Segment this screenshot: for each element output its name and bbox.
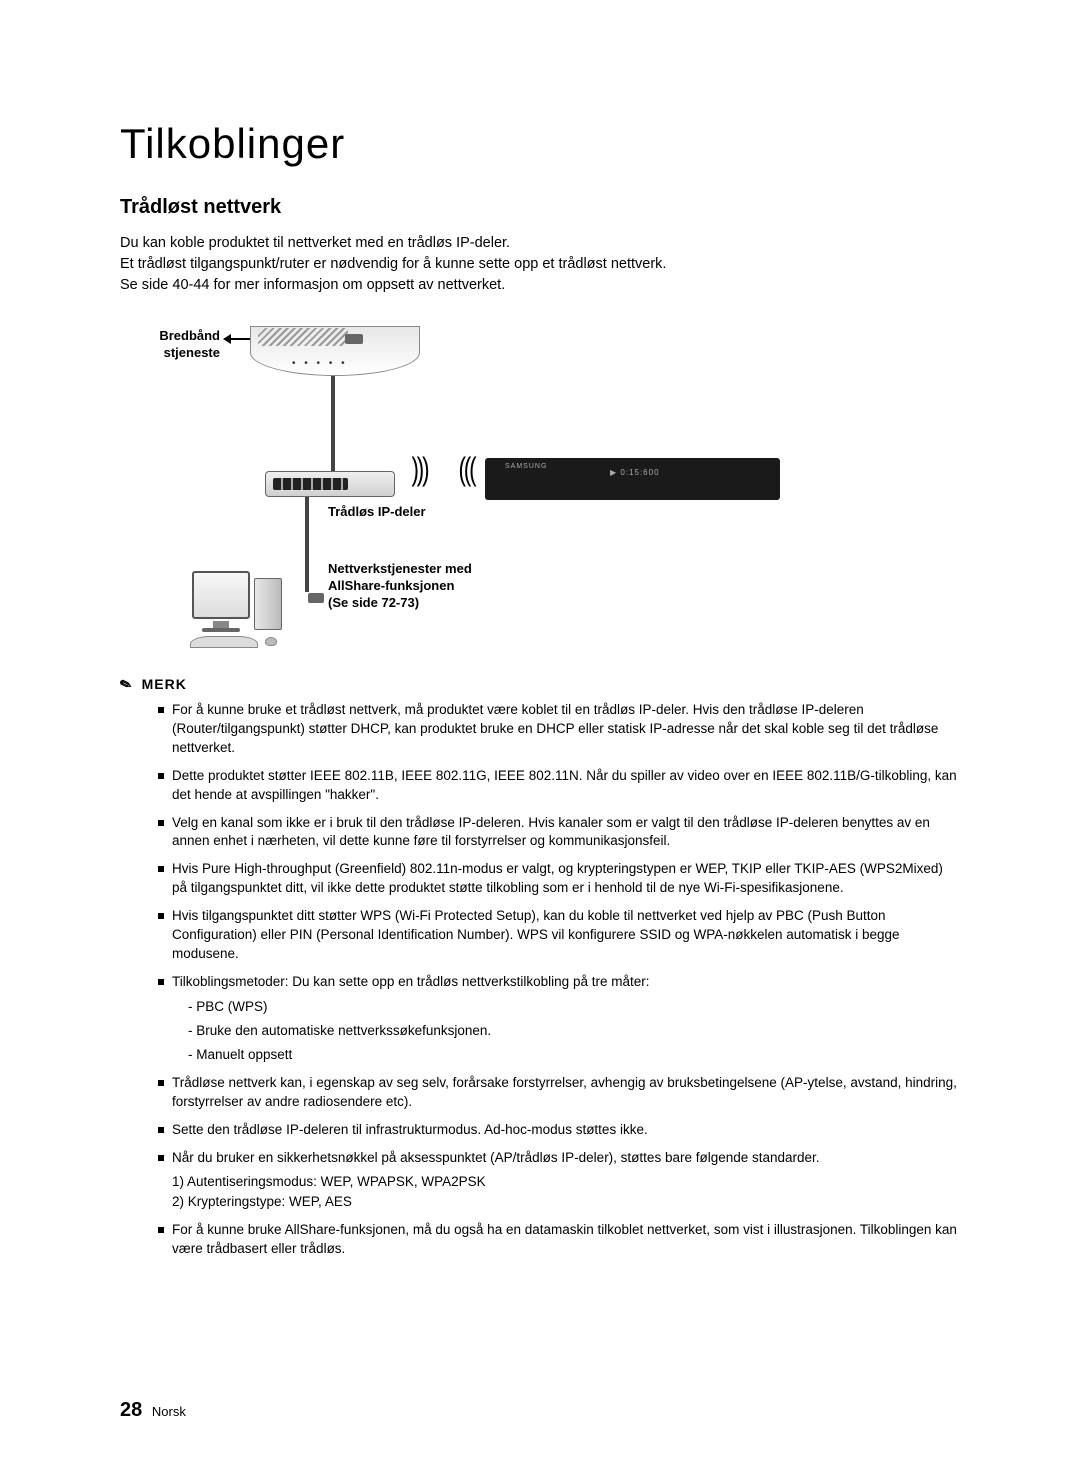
note-item: For å kunne bruke et trådløst nettverk, … [158, 701, 960, 758]
pc-tower [254, 578, 282, 630]
pc-base [202, 628, 240, 632]
num-item: 1) Autentiseringsmodus: WEP, WPAPSK, WPA… [172, 1172, 960, 1192]
modem-vents [258, 328, 348, 346]
note-item: Når du bruker en sikkerhetsnøkkel på aks… [158, 1149, 960, 1212]
note-security-intro: Når du bruker en sikkerhetsnøkkel på aks… [172, 1150, 820, 1165]
player-brand-label: SAMSUNG [505, 463, 547, 470]
section-title: Trådløst nettverk [120, 196, 960, 219]
note-list: For å kunne bruke et trådløst nettverk, … [120, 701, 960, 1259]
intro-paragraph: Du kan koble produktet til nettverket me… [120, 233, 960, 296]
intro-line1: Du kan koble produktet til nettverket me… [120, 235, 510, 251]
cable-plug [308, 593, 324, 603]
connection-line [331, 376, 335, 476]
sub-item: Manuelt oppsett [188, 1045, 960, 1065]
sub-item: Bruke den automatiske nettverkssøkefunks… [188, 1021, 960, 1041]
pc-mouse [265, 637, 277, 646]
page-language: Norsk [152, 1404, 186, 1419]
note-item: Hvis tilgangspunktet ditt støtter WPS (W… [158, 907, 960, 964]
allshare-line1: Nettverkstjenester med [328, 561, 472, 576]
note-icon: ✎ [117, 674, 135, 694]
intro-line2: Et trådløst tilgangspunkt/ruter er nødve… [120, 256, 666, 272]
note-item: Velg en kanal som ikke er i bruk til den… [158, 814, 960, 852]
note-item: Hvis Pure High-throughput (Greenfield) 8… [158, 860, 960, 898]
note-item: Tilkoblingsmetoder: Du kan sette opp en … [158, 973, 960, 1066]
wifi-signal-icon: ((( [458, 451, 474, 488]
num-item: 2) Krypteringstype: WEP, AES [172, 1192, 960, 1212]
sub-list: PBC (WPS) Bruke den automatiske nettverk… [172, 997, 960, 1066]
pc-monitor [192, 571, 250, 619]
page-footer: 28 Norsk [120, 1399, 186, 1422]
broadband-label: Bredbånd stjeneste [150, 328, 220, 362]
note-item: Trådløse nettverk kan, i egenskap av seg… [158, 1074, 960, 1112]
router-ports [273, 478, 348, 490]
allshare-line3: (Se side 72-73) [328, 595, 419, 610]
router-label: Trådløs IP-deler [328, 504, 426, 521]
intro-line3: Se side 40-44 for mer informasjon om opp… [120, 277, 505, 293]
note-methods-intro: Tilkoblingsmetoder: Du kan sette opp en … [172, 974, 649, 989]
note-item: For å kunne bruke AllShare-funksjonen, m… [158, 1221, 960, 1259]
sub-item: PBC (WPS) [188, 997, 960, 1017]
chapter-title: Tilkoblinger [120, 120, 960, 168]
modem-leds: • • • • • [292, 358, 348, 369]
num-list: 1) Autentiseringsmodus: WEP, WPAPSK, WPA… [172, 1172, 960, 1213]
page-number: 28 [120, 1399, 142, 1421]
allshare-label: Nettverkstjenester med AllShare-funksjon… [328, 561, 472, 612]
note-header-text: MERK [142, 676, 187, 692]
wifi-signal-icon: ))) [411, 451, 427, 488]
connection-line [305, 497, 309, 592]
note-item: Dette produktet støtter IEEE 802.11B, IE… [158, 767, 960, 805]
network-diagram: Bredbånd stjeneste • • • • • ))) ((( SAM… [120, 316, 960, 656]
note-item: Sette den trådløse IP-deleren til infras… [158, 1121, 960, 1140]
player-display: ▶ 0:15:600 [610, 468, 660, 477]
pc-keyboard [190, 636, 258, 648]
note-header: ✎ MERK [120, 676, 960, 693]
cable-plug [345, 334, 363, 344]
allshare-line2: AllShare-funksjonen [328, 578, 454, 593]
